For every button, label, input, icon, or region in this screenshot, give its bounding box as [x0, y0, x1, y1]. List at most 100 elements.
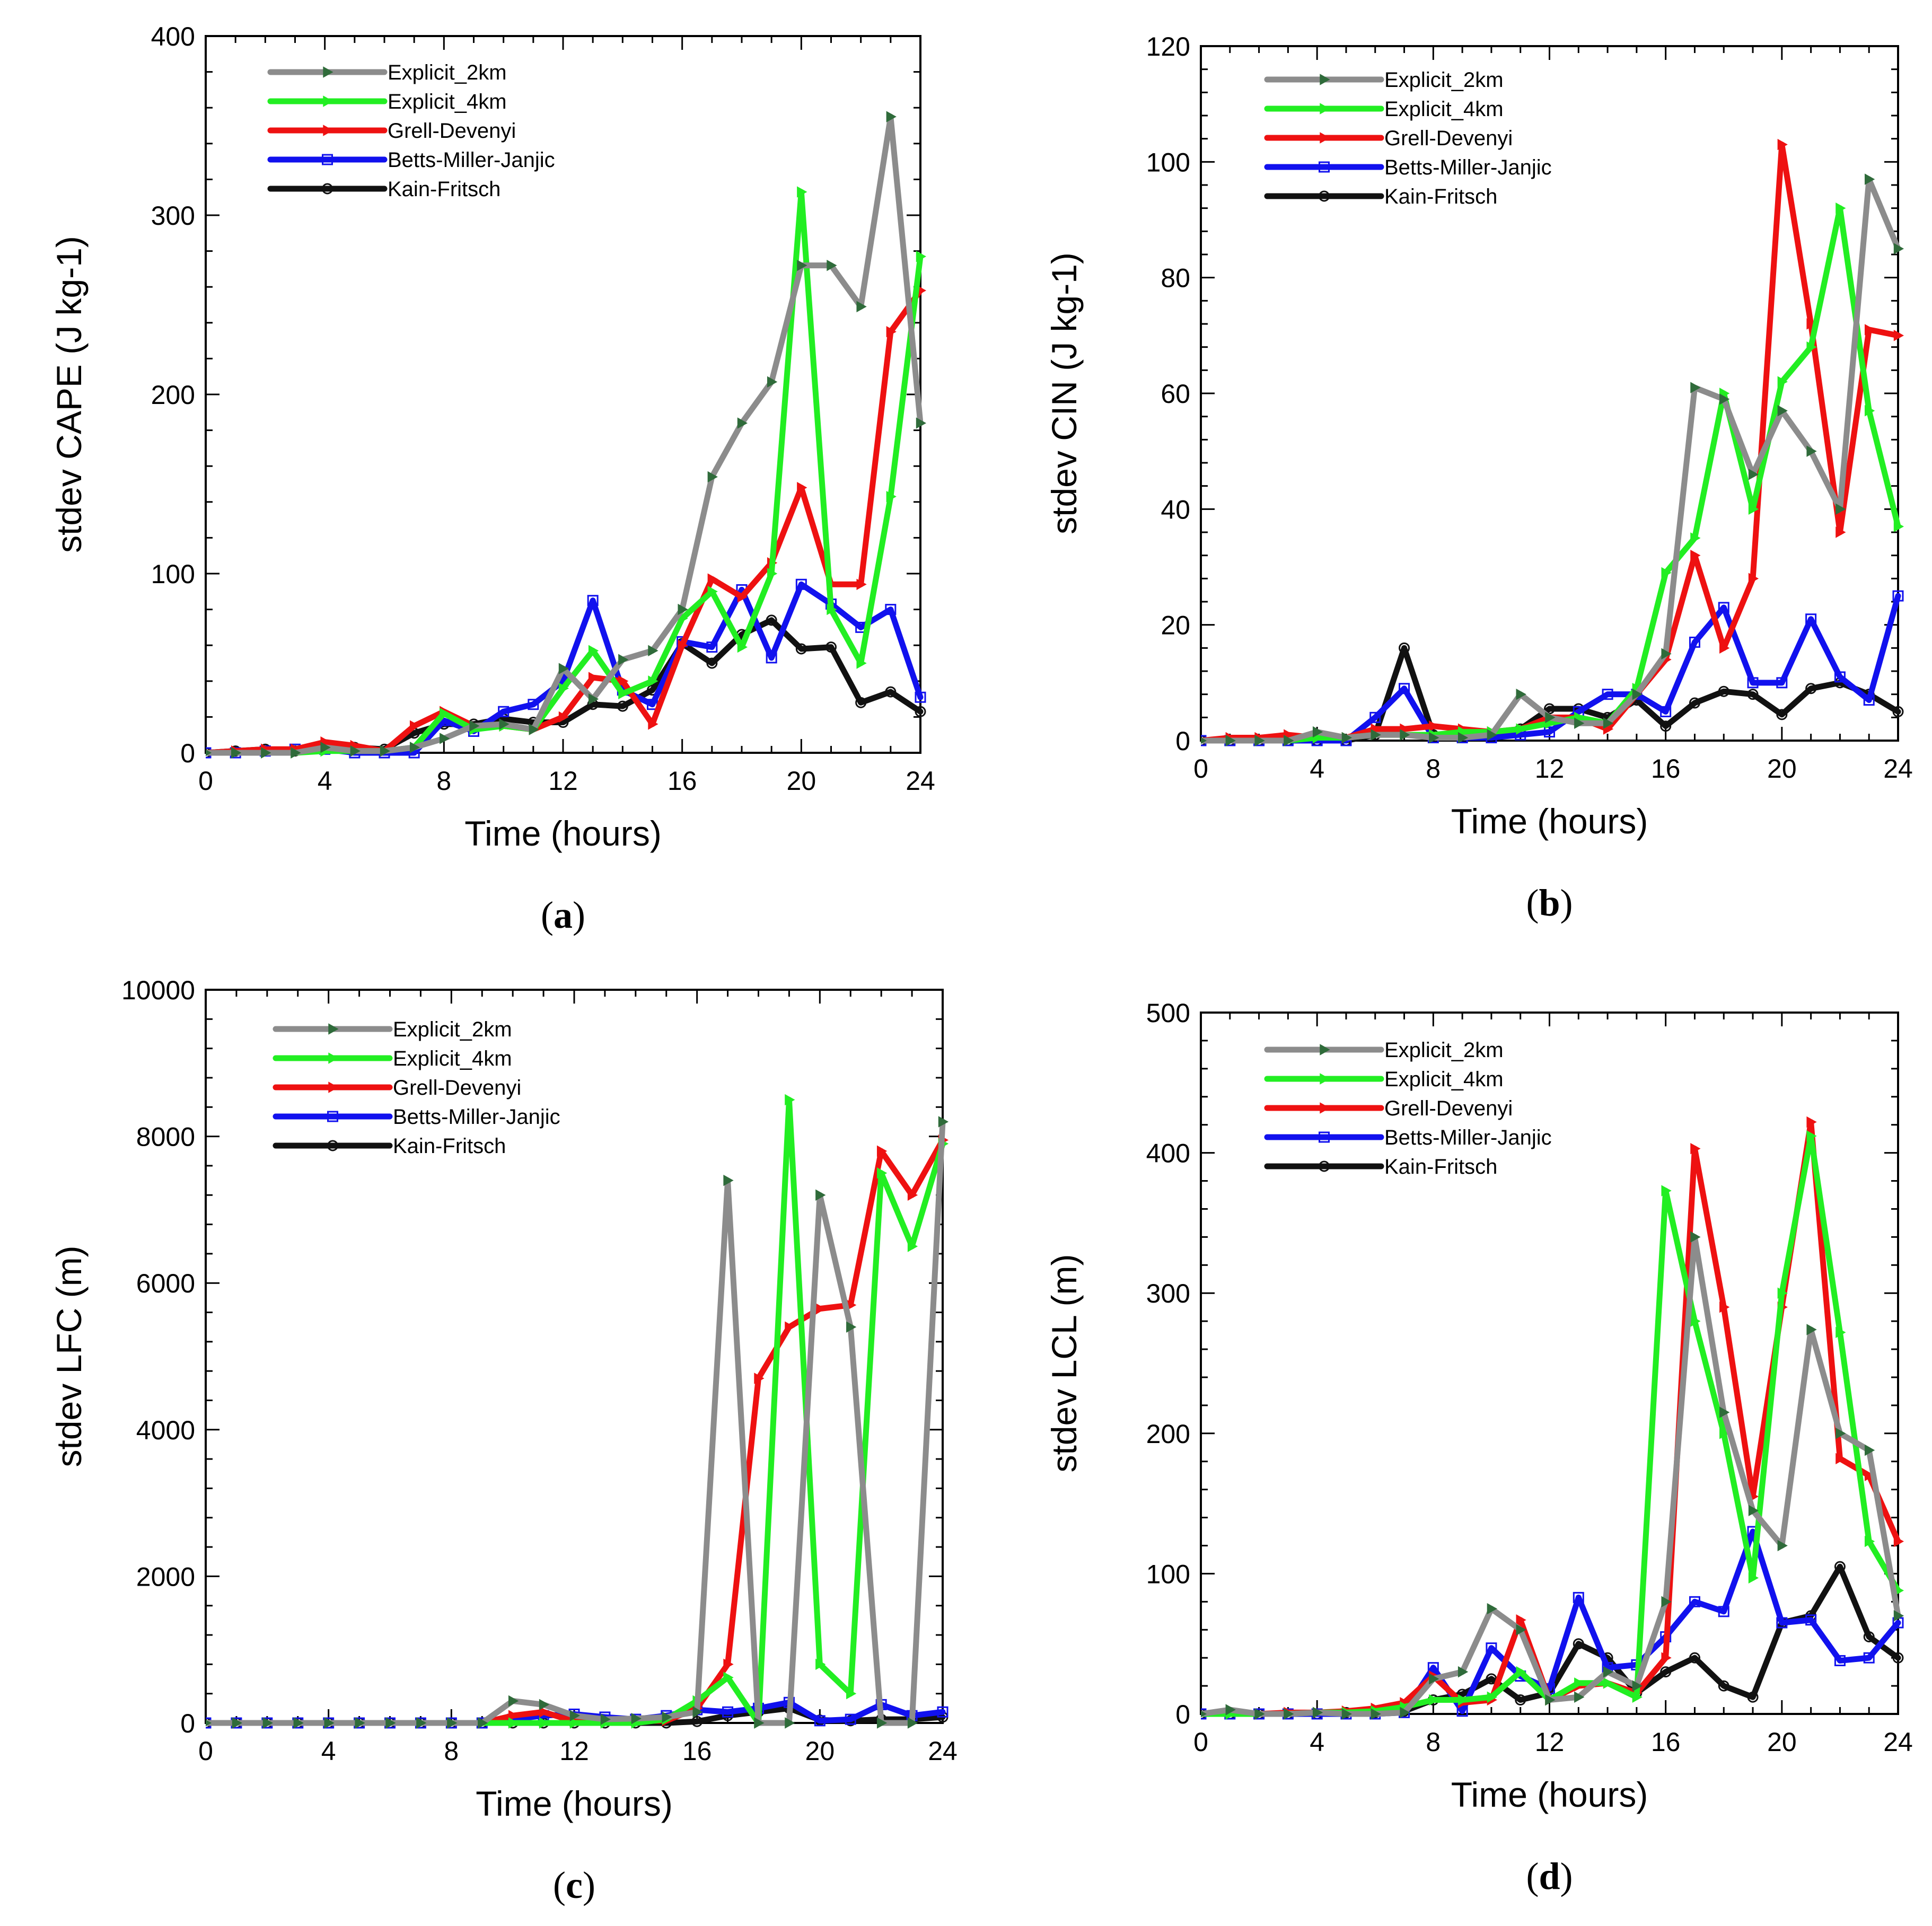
chart-d-series-betts-miller-janjic-point-9 — [1456, 1705, 1468, 1717]
chart-b-xtick-label-24: 24 — [1883, 754, 1913, 784]
chart-d-ytick-label-400: 400 — [1146, 1139, 1190, 1168]
chart-b-xtick-label-4: 4 — [1310, 754, 1324, 784]
chart-d-series-explicit-2km-point-8 — [1429, 1673, 1439, 1685]
chart-b-legend-grell-devenyi-marker — [1320, 132, 1330, 144]
chart-c-series-grell-devenyi-point-22 — [876, 1145, 888, 1157]
chart-b-series-kain-fritsch-point-24 — [1892, 706, 1904, 717]
chart-a-series-explicit-2km-point-7 — [409, 742, 420, 753]
chart-d-series-grell-devenyi-point-22 — [1836, 1453, 1846, 1465]
chart-a-series-explicit-2km-point-14 — [618, 654, 629, 665]
chart-c-series-betts-miller-janjic-point-21 — [845, 1713, 856, 1725]
chart-b-series-grell-devenyi-point-20 — [1777, 138, 1788, 151]
chart-c-legend-kain-fritsch-label: Kain-Fritsch — [393, 1135, 506, 1158]
chart-a-xtick-label-24: 24 — [906, 766, 935, 796]
chart-b-legend-betts-miller-janjic-marker — [1319, 161, 1330, 173]
chart-d-series-explicit-2km-point-6 — [1371, 1708, 1381, 1720]
chart-b-series-explicit-4km-point-20 — [1777, 376, 1788, 388]
chart-a-series-explicit-2km-point-3 — [291, 747, 301, 759]
chart-a-series-grell-devenyi-point-16 — [678, 639, 688, 651]
chart-b-xtick-label-8: 8 — [1426, 754, 1441, 784]
chart-b-series-explicit-2km-point-24 — [1893, 243, 1904, 254]
chart-a-legend-explicit-4km-marker — [323, 95, 333, 107]
chart-a-series-grell-devenyi-point-20 — [797, 482, 807, 494]
chart-a-series-betts-miller-janjic-point-20 — [795, 578, 807, 590]
chart-d-series-kain-fritsch-point-22 — [1834, 1561, 1846, 1572]
chart-b-series-explicit-2km-point-7 — [1400, 729, 1410, 741]
chart-a-series-grell-devenyi-point-17 — [707, 573, 718, 585]
chart-d-series-explicit-2km-point-12 — [1545, 1694, 1556, 1706]
chart-a-legend-kain-fritsch-label: Kain-Fritsch — [388, 178, 500, 201]
chart-c-series-explicit-2km-point-8 — [447, 1717, 458, 1729]
chart-a-xtick-label-16: 16 — [668, 766, 697, 796]
chart-c-xtick-label-16: 16 — [682, 1736, 712, 1766]
chart-a-panel-caption: (a) — [541, 894, 585, 936]
chart-d-series-kain-fritsch-point-24 — [1892, 1652, 1904, 1664]
chart-a-legend-explicit-2km-label: Explicit_2km — [388, 61, 507, 84]
chart-c-legend-grell-devenyi-marker — [328, 1081, 339, 1093]
chart-b-series-explicit-2km-point-15 — [1632, 688, 1643, 700]
chart-d-series-explicit-4km-point-16 — [1661, 1185, 1672, 1197]
chart-c-series-explicit-2km-point-20 — [815, 1189, 826, 1201]
chart-d-series-explicit-2km-point-9 — [1457, 1666, 1469, 1678]
chart-c-series-grell-devenyi-point-23 — [907, 1189, 918, 1201]
chart-b-legend-kain-fritsch-label: Kain-Fritsch — [1384, 185, 1497, 208]
chart-c-legend-explicit-2km-marker — [328, 1023, 339, 1035]
chart-b-series-kain-fritsch-point-16 — [1660, 720, 1672, 732]
chart-b-ytick-label-60: 60 — [1161, 379, 1190, 409]
chart-a-ytick-label-400: 400 — [151, 22, 195, 51]
chart-d-series-explicit-4km-point-14 — [1603, 1677, 1614, 1689]
chart-a-series-betts-miller-janjic-point-23 — [885, 604, 897, 615]
chart-d-series-explicit-2km-point-2 — [1254, 1708, 1265, 1720]
chart-a-series-explicit-4km-point-17 — [707, 586, 718, 597]
chart-c-panel-letter: c — [566, 1864, 583, 1906]
chart-c-series-explicit-2km-line — [206, 1119, 946, 1726]
chart-b-legend-explicit-2km-label: Explicit_2km — [1384, 68, 1504, 92]
chart-b-series-grell-devenyi-point-18 — [1719, 642, 1730, 654]
chart-d-series-kain-fritsch-point-18 — [1718, 1680, 1729, 1692]
chart-b-series-explicit-2km-point-12 — [1545, 711, 1556, 724]
chart-d-xtick-label-4: 4 — [1310, 1727, 1324, 1757]
chart-c-legend-explicit-2km-label: Explicit_2km — [393, 1018, 512, 1041]
chart-b-series-explicit-2km-point-18 — [1719, 393, 1730, 405]
chart-d-xtick-label-8: 8 — [1426, 1727, 1441, 1757]
chart-b-series-betts-miller-janjic-point-16 — [1660, 706, 1672, 717]
chart-c-series-grell-devenyi-point-18 — [754, 1373, 765, 1384]
chart-a-series-explicit-2km-point-1 — [231, 747, 242, 759]
chart-a-series-explicit-2km-point-6 — [380, 745, 391, 757]
chart-c-ytick-label-10000: 10000 — [121, 975, 195, 1005]
chart-a-series-kain-fritsch-point-22 — [855, 697, 867, 708]
chart-b-series-area — [1201, 138, 1904, 746]
chart-b-legend-explicit-4km-marker — [1320, 103, 1330, 115]
chart-b-series-betts-miller-janjic-point-20 — [1776, 677, 1788, 689]
chart-d-series-betts-miller-janjic-point-8 — [1427, 1662, 1439, 1674]
chart-b-series-betts-miller-janjic-point-7 — [1399, 683, 1410, 694]
chart-d-series-grell-devenyi-point-24 — [1893, 1535, 1904, 1547]
chart-c-ylabel: stdev LFC (m) — [49, 1245, 89, 1467]
chart-a-xtick-label-8: 8 — [436, 766, 451, 796]
chart-a-legend: Explicit_2km Explicit_4km Grell-Devenyi Bet… — [267, 61, 555, 201]
chart-a-series-explicit-4km-point-22 — [856, 657, 867, 669]
chart-a-series-explicit-4km-point-8 — [440, 707, 450, 719]
chart-c-ytick-label-6000: 6000 — [136, 1269, 195, 1298]
chart-a-series-explicit-4km-point-15 — [648, 675, 658, 687]
chart-b-series-grell-devenyi-point-8 — [1429, 720, 1439, 732]
chart-d-ylabel: stdev LCL (m) — [1044, 1254, 1084, 1473]
chart-c-series-grell-devenyi-point-10 — [508, 1710, 519, 1721]
chart-b-panel-caption: (b) — [1526, 882, 1573, 924]
chart-c-series-explicit-4km-line — [206, 1096, 946, 1726]
chart-b-series-grell-devenyi-point-17 — [1690, 549, 1701, 561]
chart-c-series-explicit-2km-point-15 — [662, 1711, 672, 1723]
chart-a-series-explicit-2km-point-11 — [529, 724, 539, 735]
chart-b-series-grell-devenyi-point-23 — [1865, 324, 1875, 336]
chart-b-legend-explicit-2km-marker — [1320, 74, 1330, 85]
chart-a-series-explicit-4km-point-13 — [588, 645, 599, 657]
chart-c-series-explicit-4km-point-20 — [815, 1658, 826, 1670]
chart-b-series-explicit-2km-point-5 — [1341, 732, 1353, 744]
chart-d-series-kain-fritsch-point-11 — [1515, 1694, 1526, 1706]
chart-d-series-betts-miller-janjic-point-18 — [1718, 1606, 1729, 1617]
chart-c-xtick-label-24: 24 — [928, 1736, 958, 1766]
chart-b-series-explicit-2km-point-17 — [1690, 382, 1701, 393]
chart-a-xtick-label-12: 12 — [548, 766, 578, 796]
chart-d-series-area — [1201, 1116, 1904, 1720]
chart-c-series-area — [206, 1094, 949, 1729]
